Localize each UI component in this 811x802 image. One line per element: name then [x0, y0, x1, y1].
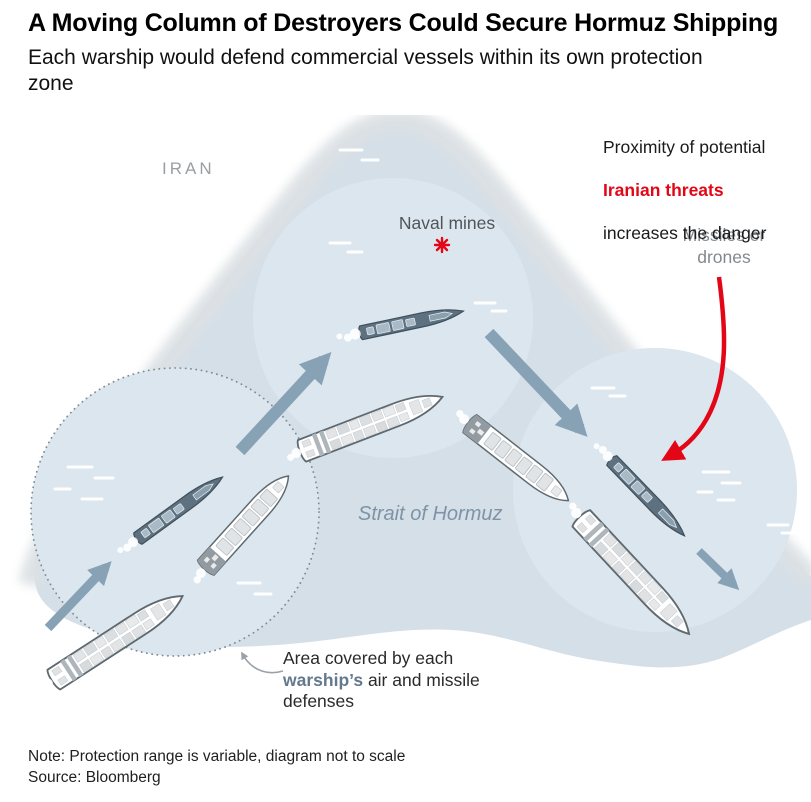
- coverage-note-bold: warship’s: [283, 669, 364, 690]
- threat-note: Proximity of potential Iranian threats i…: [603, 137, 798, 245]
- protection-zone-middle: [253, 178, 533, 458]
- coverage-note-pre: Area covered by each: [283, 648, 454, 668]
- movement-arrow-icon: [44, 561, 112, 632]
- region-label-iran: IRAN: [162, 159, 215, 178]
- warship-icon: [593, 443, 691, 542]
- threat-note-line1: Proximity of potential: [603, 137, 766, 157]
- curved-pointer-icon: [241, 651, 284, 674]
- cargo-ship-icon: [287, 385, 448, 464]
- page-subtitle: Each warship would defend commercial ves…: [28, 46, 703, 95]
- coverage-note: Area covered by each warship’s air and m…: [283, 648, 491, 713]
- missiles-drones-label: Missiles or drones: [682, 225, 766, 267]
- cargo-ship-icon: [456, 409, 577, 511]
- diagram-canvas: [18, 115, 811, 693]
- warship-icon: [336, 303, 466, 342]
- movement-arrow-icon: [484, 328, 588, 437]
- cargo-ship-icon: [193, 467, 298, 584]
- wave-marks: [53, 148, 798, 596]
- cargo-ship-icon: [569, 502, 699, 644]
- threat-note-highlight: Iranian threats: [603, 180, 724, 200]
- movement-arrow-icon: [235, 351, 332, 456]
- page-title: A Moving Column of Destroyers Could Secu…: [28, 9, 779, 37]
- warship-icon: [117, 470, 228, 554]
- strait-label: Strait of Hormuz: [358, 503, 503, 525]
- footer: Note: Protection range is variable, diag…: [28, 746, 405, 788]
- coverage-note-post: air and missile defenses: [283, 669, 480, 712]
- movement-arrow-icon: [696, 548, 740, 591]
- threat-note-line2: increases the danger: [603, 223, 767, 243]
- strait-map-diagram: IRAN Naval mines Missiles or drones Prox…: [0, 115, 811, 740]
- threat-arrow-icon: [661, 276, 727, 461]
- mine-icon: [433, 236, 451, 254]
- naval-mines-label: Naval mines: [398, 213, 496, 233]
- header: A Moving Column of Destroyers Could Secu…: [0, 0, 811, 97]
- source-line: Source: Bloomberg: [28, 769, 161, 786]
- footnote: Note: Protection range is variable, diag…: [28, 748, 406, 765]
- cargo-ship-icon: [39, 585, 190, 693]
